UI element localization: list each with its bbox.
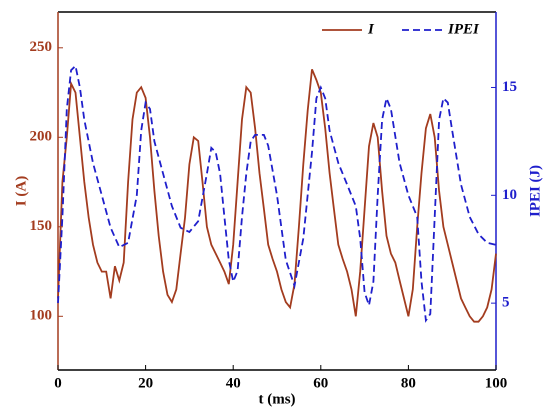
- series-line: [57, 64, 497, 323]
- x-tick-label: 40: [226, 375, 241, 391]
- y-tick-label: 100: [30, 308, 53, 324]
- legend-label: IPEI: [447, 21, 480, 37]
- x-tick-label: 60: [313, 375, 328, 391]
- y-axis-label: I (A): [13, 176, 29, 206]
- x-axis-label: t (ms): [258, 391, 295, 407]
- x-tick-label: 0: [54, 375, 62, 391]
- y2-tick-label: 10: [502, 187, 517, 203]
- y-tick-label: 250: [30, 39, 53, 55]
- x-tick-label: 20: [138, 375, 153, 391]
- legend-label: I: [367, 21, 375, 37]
- x-tick-label: 100: [485, 375, 508, 391]
- x-tick-label: 80: [401, 375, 416, 391]
- y2-tick-label: 5: [502, 295, 510, 311]
- y2-axis-label: IPEI (J): [527, 165, 543, 217]
- y-tick-label: 150: [30, 218, 53, 234]
- y-tick-label: 200: [30, 129, 53, 145]
- series-line: [57, 68, 497, 323]
- y2-tick-label: 15: [502, 79, 517, 95]
